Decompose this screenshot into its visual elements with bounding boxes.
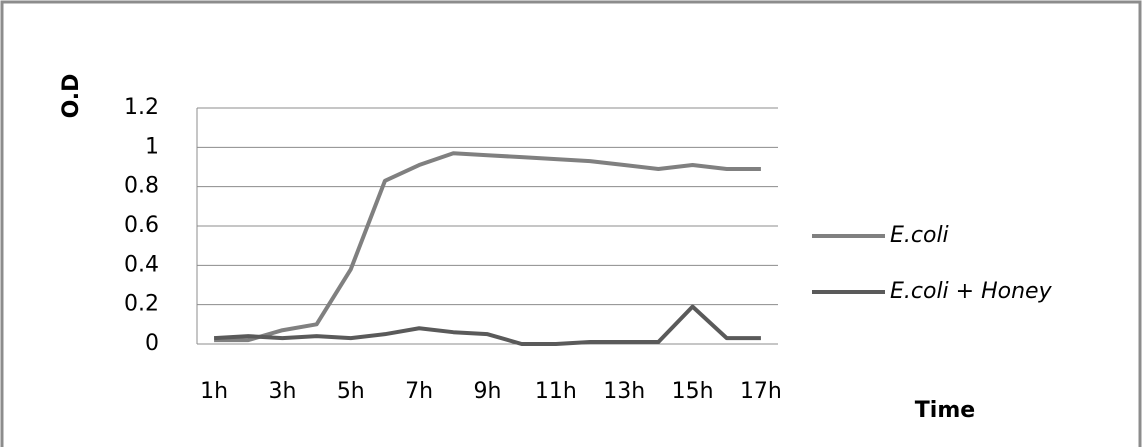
x-tick-label: 5h — [337, 379, 365, 404]
y-tick-label: 0.2 — [124, 292, 159, 317]
series-line — [214, 151, 761, 343]
x-axis-label: Time — [915, 398, 975, 423]
x-tick-label: 13h — [603, 379, 645, 404]
y-tick-label: 0.6 — [124, 213, 159, 238]
series-line — [213, 304, 761, 346]
y-tick-label: 0 — [145, 331, 159, 356]
x-tick-label: 3h — [268, 379, 296, 404]
x-tick-label: 7h — [405, 379, 433, 404]
x-tick-label: 17h — [740, 379, 782, 404]
x-tick-label: 15h — [672, 379, 714, 404]
legend-label: E.coli + Honey — [890, 279, 1053, 304]
x-tick-label: 11h — [535, 379, 577, 404]
y-tick-label: 0.8 — [124, 174, 159, 199]
x-tick-label: 1h — [200, 379, 228, 404]
y-tick-label: 0.4 — [124, 252, 159, 277]
x-tick-label: 9h — [474, 379, 502, 404]
y-tick-label: 1 — [145, 134, 159, 159]
legend-label: E.coli — [890, 223, 949, 248]
y-tick-label: 1.2 — [124, 95, 159, 120]
y-axis-label: O.D — [59, 74, 84, 119]
